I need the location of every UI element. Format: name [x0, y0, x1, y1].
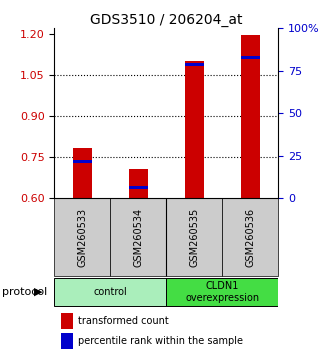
Text: ▶: ▶ — [34, 287, 42, 297]
Bar — [166, 198, 222, 276]
Bar — [110, 198, 166, 276]
Bar — [73, 160, 92, 163]
Bar — [61, 313, 74, 329]
Bar — [129, 170, 148, 198]
Text: transformed count: transformed count — [78, 316, 169, 326]
Bar — [166, 278, 278, 306]
Text: control: control — [93, 287, 127, 297]
Bar — [241, 56, 260, 59]
Title: GDS3510 / 206204_at: GDS3510 / 206204_at — [90, 13, 243, 27]
Bar — [54, 278, 166, 306]
Bar — [185, 63, 204, 66]
Bar — [241, 35, 260, 198]
Bar — [54, 198, 110, 276]
Bar — [61, 333, 74, 349]
Text: GSM260536: GSM260536 — [245, 207, 255, 267]
Bar — [73, 148, 92, 198]
Text: CLDN1
overexpression: CLDN1 overexpression — [185, 281, 260, 303]
Bar — [222, 198, 278, 276]
Text: protocol: protocol — [2, 287, 47, 297]
Text: percentile rank within the sample: percentile rank within the sample — [78, 336, 243, 346]
Text: GSM260533: GSM260533 — [77, 207, 87, 267]
Bar — [185, 61, 204, 198]
Text: GSM260534: GSM260534 — [133, 207, 143, 267]
Bar — [129, 186, 148, 189]
Text: GSM260535: GSM260535 — [189, 207, 199, 267]
